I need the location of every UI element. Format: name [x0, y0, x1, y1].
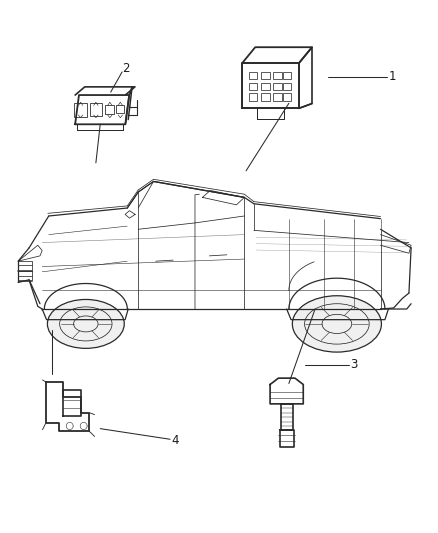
Ellipse shape: [292, 296, 381, 352]
Text: 1: 1: [389, 70, 396, 83]
Bar: [273, 83, 282, 90]
Bar: [261, 93, 270, 101]
Bar: [90, 103, 102, 116]
Bar: [283, 72, 291, 79]
Bar: [283, 93, 291, 101]
Bar: [261, 83, 270, 90]
Bar: [261, 72, 270, 79]
Bar: [106, 105, 114, 114]
Bar: [117, 105, 124, 114]
Bar: [273, 72, 282, 79]
Bar: [283, 83, 291, 90]
Bar: [74, 103, 87, 117]
Ellipse shape: [47, 300, 124, 349]
Bar: [273, 93, 282, 101]
Bar: [249, 72, 258, 79]
Bar: [249, 83, 258, 90]
Text: 2: 2: [122, 62, 129, 75]
Text: 3: 3: [351, 358, 358, 372]
Bar: [249, 93, 258, 101]
Text: 4: 4: [172, 434, 179, 447]
